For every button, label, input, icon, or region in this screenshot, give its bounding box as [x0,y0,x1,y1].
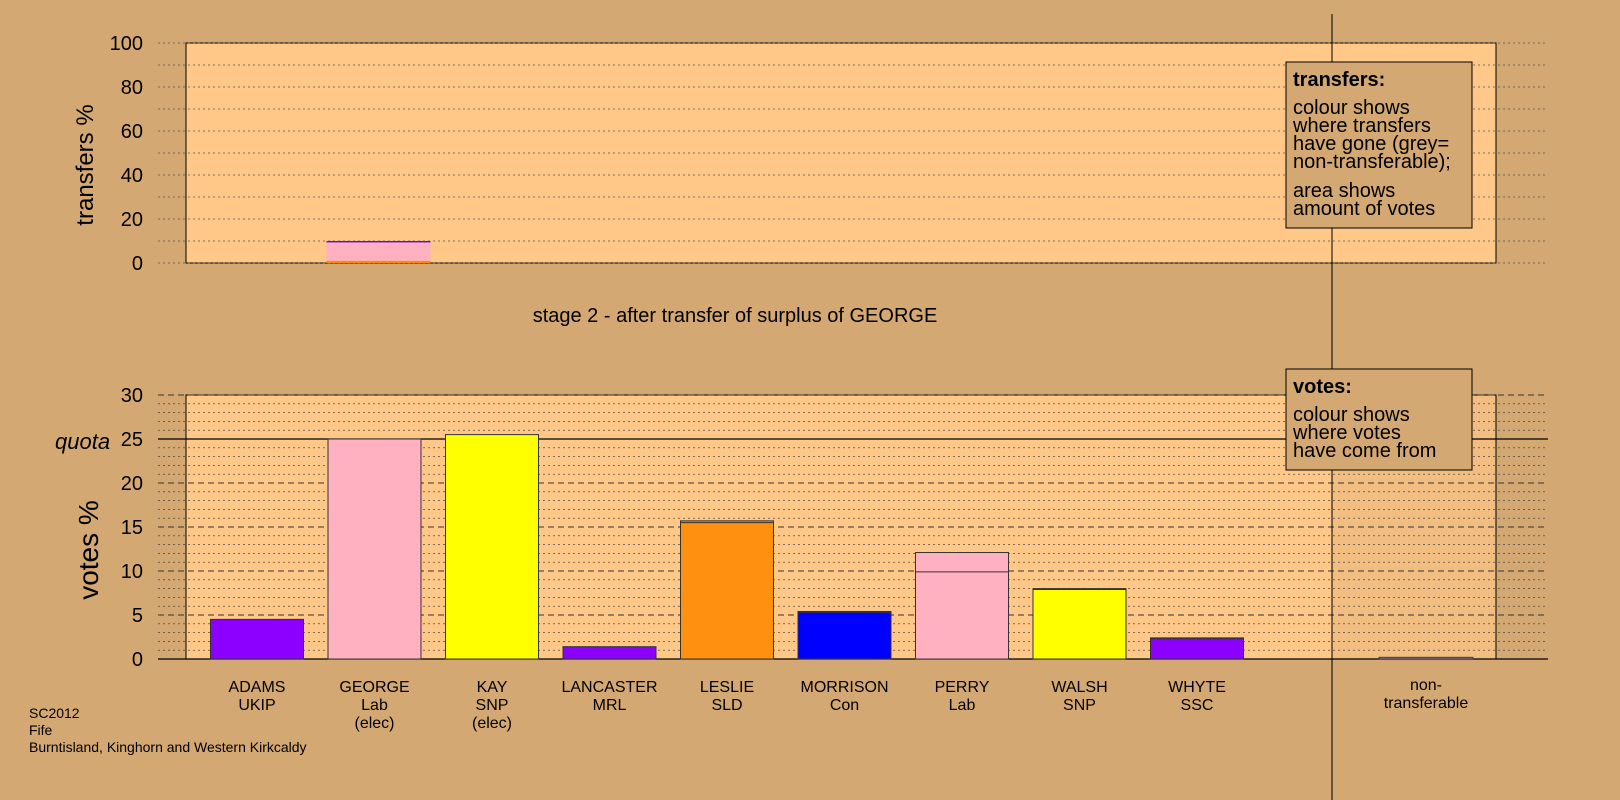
transfers-y-axis-label: transfers % [72,104,99,225]
transfers-y-tick-label: 60 [121,121,143,143]
nontransferable-bar [1378,656,1474,660]
candidate-label: Con [830,697,859,714]
votes-y-tick-label: 20 [121,473,143,495]
transfers-legend-line: where transfers [1292,115,1431,137]
transfers-bars [326,241,431,263]
candidate-label: UKIP [238,697,275,714]
transfers-y-tick-label: 100 [110,33,143,55]
transfers-legend-line: area shows [1293,180,1395,202]
votes-y-tick-label: 30 [121,385,143,407]
candidate-label: WALSH [1051,679,1107,696]
candidate-label: WHYTE [1168,679,1226,696]
candidate-labels: ADAMSUKIPGEORGELab(elec)KAYSNP(elec)LANC… [229,677,1469,732]
candidate-label: Lab [949,697,976,714]
candidate-label: LESLIE [700,679,754,696]
nontransferable-label: transferable [1384,695,1469,712]
candidate-label: PERRY [935,679,990,696]
transfer-segment [326,242,431,261]
transfers-legend-box [1285,61,1473,229]
candidate-label: SNP [476,697,509,714]
votes-y-tick-label: 0 [132,649,143,671]
footer-election: SC2012 [29,705,80,721]
vote-bar [1032,588,1127,660]
candidate-label: (elec) [472,715,512,732]
quota-label: quota [55,429,110,454]
vote-bar [445,434,539,660]
candidate-label: MORRISON [801,679,889,696]
candidate-label: Lab [361,697,388,714]
candidate-label: SLD [711,697,742,714]
votes-y-axis-label: votes % [73,500,104,600]
votes-legend-line: colour shows [1293,404,1410,426]
footer-council: Fife [29,722,53,738]
vote-bar [1150,637,1244,660]
votes-y-ticks: 0 5 10 15 20 25 30 [121,385,143,671]
votes-legend-title: votes: [1293,376,1352,398]
transfers-legend-line: colour shows [1293,97,1410,119]
candidate-label: LANCASTER [561,679,657,696]
vote-bar [562,646,657,660]
transfers-legend-line: amount of votes [1293,198,1435,220]
candidate-label: MRL [593,697,627,714]
footer-ward: Burntisland, Kinghorn and Western Kirkca… [29,739,307,755]
candidate-label: SSC [1181,697,1214,714]
transfers-legend-title: transfers: [1293,69,1385,91]
nontransferable-label: non- [1410,677,1442,694]
transfers-y-tick-label: 40 [121,165,143,187]
transfers-legend-line: have gone (grey= [1293,133,1449,155]
transfers-y-ticks: 0 20 40 60 80 100 [110,33,143,275]
votes-legend: votes: colour shows where votes have com… [1285,368,1473,471]
votes-y-tick-label: 15 [121,517,143,539]
candidate-label: KAY [477,679,508,696]
votes-y-tick-label: 25 [121,429,143,451]
transfers-legend-line: non-transferable); [1293,151,1451,173]
candidate-label: SNP [1063,697,1096,714]
votes-legend-line: have come from [1293,440,1436,462]
votes-bars [210,434,1474,660]
vote-bar [797,610,892,660]
votes-legend-box [1285,368,1473,471]
votes-y-tick-label: 10 [121,561,143,583]
votes-legend-line: where votes [1292,422,1401,444]
candidate-label: (elec) [354,715,394,732]
transfers-legend: transfers: colour shows where transfers … [1285,61,1473,229]
candidate-label: ADAMS [229,679,286,696]
vote-bar [327,438,422,660]
transfer-segment [326,241,431,243]
transfers-y-tick-label: 20 [121,209,143,231]
transfers-y-tick-label: 0 [132,253,143,275]
vote-bar [915,552,1009,660]
transfer-segment [326,241,431,242]
vote-bar [210,618,304,660]
transfer-segment [326,260,431,263]
votes-y-tick-label: 5 [132,605,143,627]
stage-caption: stage 2 - after transfer of surplus of G… [533,305,938,327]
candidate-label: GEORGE [339,679,409,696]
transfers-y-tick-label: 80 [121,77,143,99]
vote-bar [680,520,774,660]
